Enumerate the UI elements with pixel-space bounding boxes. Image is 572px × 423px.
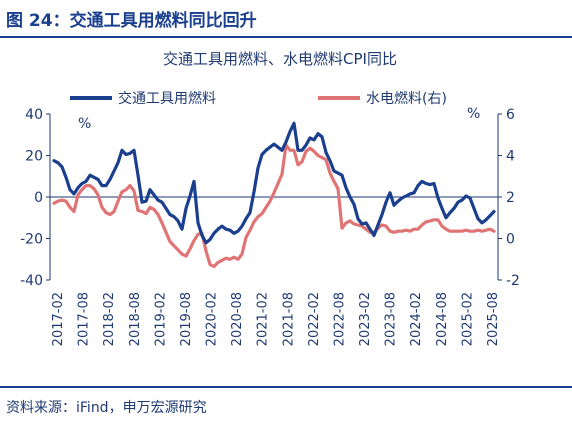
chart-title: 交通工具用燃料、水电燃料CPI同比 [163, 50, 397, 68]
series-lines [52, 121, 496, 269]
x-tick-label: 2025-02 [460, 292, 475, 346]
y-right-tick-label: -2 [506, 273, 520, 289]
x-tick-label: 2020-08 [230, 292, 245, 346]
x-tick-label: 2021-08 [281, 292, 296, 346]
y-right-unit: % [467, 106, 480, 122]
x-tick-label: 2023-02 [358, 292, 373, 346]
y-right-tick-label: 6 [506, 107, 515, 123]
y-left-ticks: -40 -20 0 20 40 [20, 107, 50, 289]
y-right-tick-label: 0 [506, 232, 515, 248]
chart: 交通工具用燃料、水电燃料CPI同比 交通工具用燃料 水电燃料(右) % % -4… [20, 50, 520, 346]
y-left-tick-label: 0 [34, 190, 43, 206]
figure-source: 资料来源：iFind，申万宏源研究 [6, 400, 207, 416]
x-tick-label: 2022-02 [307, 292, 322, 346]
series-line-1 [52, 121, 496, 245]
x-ticks: 2017-02 2017-08 2018-02 2018-08 2019-02 2019-… [51, 292, 501, 346]
x-tick-label: 2024-08 [435, 292, 450, 346]
y-right-tick-label: 4 [506, 149, 515, 165]
figure-header: 图 24：交通工具用燃料同比回升 [0, 0, 572, 38]
x-tick-label: 2019-02 [153, 292, 168, 346]
x-tick-label: 2025-08 [486, 292, 501, 346]
x-tick-label: 2024-02 [409, 292, 424, 346]
legend: 交通工具用燃料 水电燃料(右) [70, 90, 447, 107]
series-line-2 [52, 143, 496, 269]
x-tick-label: 2022-08 [332, 292, 347, 346]
y-left-tick-label: 40 [25, 107, 43, 123]
y-left-tick-label: 20 [25, 149, 43, 165]
x-tick-label: 2019-08 [179, 292, 194, 346]
x-tick-label: 2020-02 [205, 292, 220, 346]
figure-title: 图 24：交通工具用燃料同比回升 [6, 11, 257, 31]
y-left-tick-label: -20 [20, 232, 43, 248]
y-right-ticks: -2 0 2 4 6 [498, 107, 520, 289]
x-tick-label: 2018-08 [128, 292, 143, 346]
x-tick-label: 2017-02 [51, 292, 66, 346]
legend-label-series-1: 交通工具用燃料 [118, 90, 216, 107]
x-tick-label: 2023-08 [384, 292, 399, 346]
legend-label-series-2: 水电燃料(右) [366, 90, 447, 107]
axes [49, 114, 499, 280]
x-tick-label: 2017-08 [77, 292, 92, 346]
y-left-unit: % [78, 116, 91, 132]
y-right-tick-label: 2 [506, 190, 515, 206]
y-left-tick-label: -40 [20, 273, 43, 289]
figure-footer: 资料来源：iFind，申万宏源研究 [0, 386, 572, 423]
x-tick-label: 2021-02 [256, 292, 271, 346]
x-tick-label: 2018-02 [102, 292, 117, 346]
